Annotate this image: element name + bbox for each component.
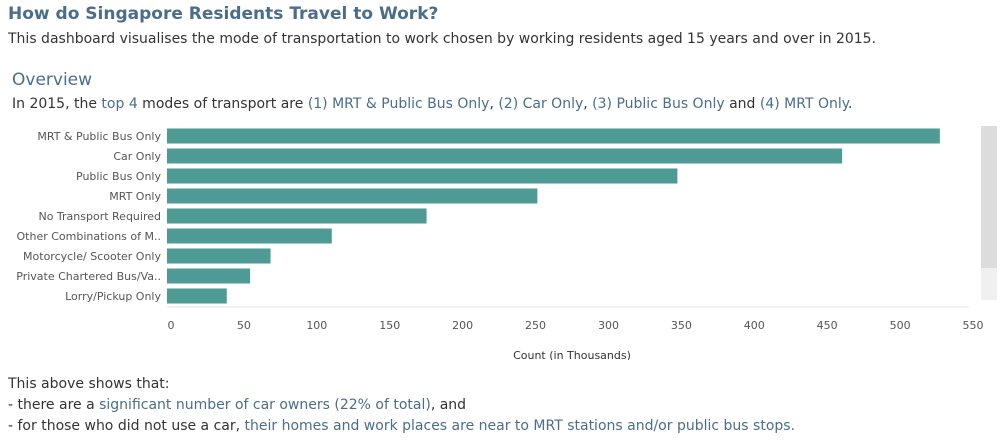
category-label: Lorry/Pickup Only (65, 290, 161, 303)
notes-line-3-highlight: their homes and work places are near to … (244, 418, 796, 434)
bar[interactable] (167, 268, 251, 284)
x-tick-label: 400 (744, 319, 765, 332)
category-label: Car Only (113, 150, 161, 163)
x-tick-label: 500 (890, 319, 911, 332)
x-tick-label: 0 (168, 319, 175, 332)
category-label: Public Bus Only (76, 170, 161, 183)
bar[interactable] (167, 248, 271, 264)
bar[interactable] (167, 148, 843, 164)
overview-summary: In 2015, the top 4 modes of transport ar… (12, 96, 852, 112)
notes-line-2-pre: - there are a (8, 397, 100, 413)
chart-scrollbar-thumb[interactable] (981, 126, 997, 268)
notes-line-2-highlight: significant number of car owners (22% of… (99, 397, 431, 413)
summary-item-2: (2) Car Only (498, 96, 584, 112)
summary-intro: In 2015, the (12, 96, 102, 112)
page-title: How do Singapore Residents Travel to Wor… (8, 4, 439, 24)
bar[interactable] (167, 188, 538, 204)
category-label: Motorcycle/ Scooter Only (23, 250, 161, 263)
summary-item-1: (1) MRT & Public Bus Only (307, 96, 490, 112)
summary-sep-2: , (583, 96, 593, 112)
x-tick-label: 200 (452, 319, 473, 332)
summary-end: . (848, 96, 853, 112)
bar-chart: MRT & Public Bus Only Car Only Public Bus … (16, 128, 984, 360)
x-tick-label: 100 (306, 319, 327, 332)
summary-item-4: (4) MRT Only (759, 96, 849, 112)
summary-and: and (724, 96, 760, 112)
category-label: Other Combinations of M.. (17, 230, 162, 243)
bar[interactable] (167, 208, 427, 224)
x-tick-label: 350 (671, 319, 692, 332)
bar[interactable] (167, 168, 678, 184)
bar[interactable] (167, 128, 940, 144)
x-tick-label: 300 (598, 319, 619, 332)
x-tick-label: 550 (963, 319, 984, 332)
page-subtitle: This dashboard visualises the mode of tr… (8, 31, 877, 47)
summary-highlight-top4: top 4 (101, 96, 138, 112)
summary-mid: modes of transport are (137, 96, 308, 112)
notes: This above shows that: - there are a sig… (8, 374, 795, 437)
category-label: Private Chartered Bus/Va.. (16, 270, 161, 283)
overview-heading: Overview (12, 70, 93, 90)
category-label: MRT & Public Bus Only (37, 130, 161, 143)
notes-line-3: - for those who did not use a car, their… (8, 416, 795, 437)
notes-line-1: This above shows that: (8, 376, 170, 392)
notes-line-3-pre: - for those who did not use a car, (8, 418, 245, 434)
summary-sep-1: , (489, 96, 499, 112)
x-tick-label: 450 (817, 319, 838, 332)
x-tick-label: 250 (525, 319, 546, 332)
bar[interactable] (167, 288, 227, 304)
notes-line-2: - there are a significant number of car … (8, 395, 795, 416)
x-tick-label: 150 (379, 319, 400, 332)
bar[interactable] (167, 228, 332, 244)
summary-item-3: (3) Public Bus Only (592, 96, 725, 112)
notes-line-2-post: , and (430, 397, 467, 413)
x-axis-title: Count (in Thousands) (513, 349, 631, 360)
category-label: MRT Only (109, 190, 161, 203)
category-label: No Transport Required (38, 210, 161, 223)
x-tick-label: 50 (237, 319, 251, 332)
